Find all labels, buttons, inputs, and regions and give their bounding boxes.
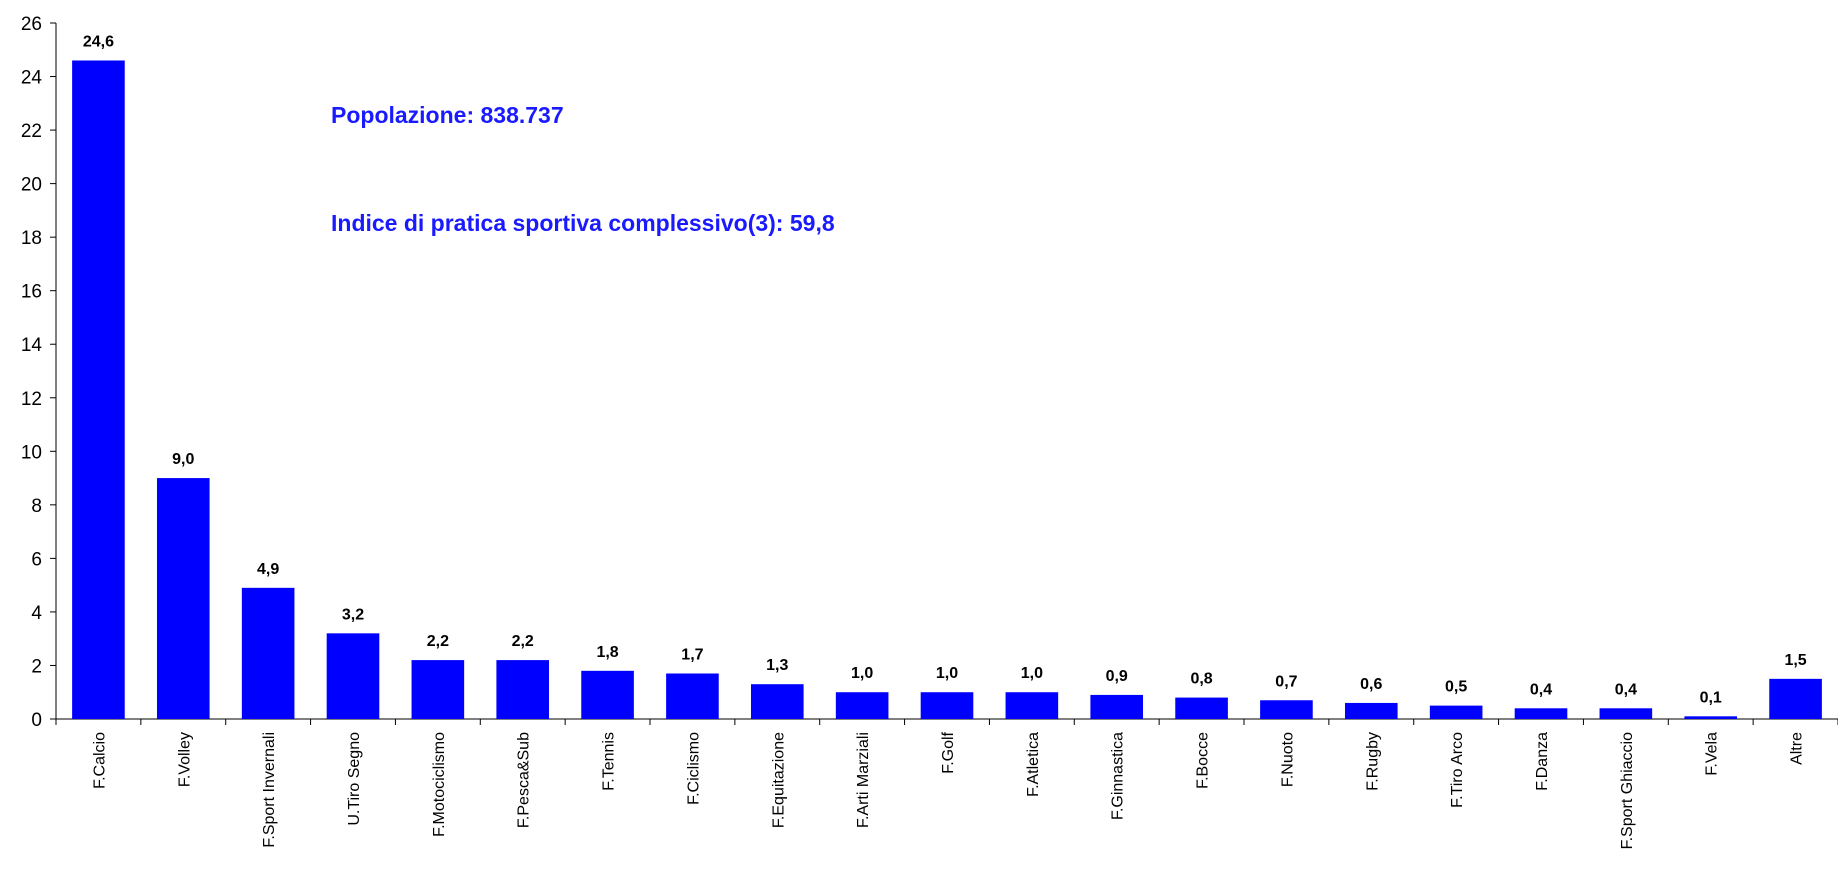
- bar: [920, 692, 974, 719]
- category-label: Altre: [1789, 732, 1806, 765]
- data-label: 0,1: [1700, 689, 1722, 706]
- category-label: F.Sport Invernali: [261, 732, 278, 848]
- bar: [1684, 716, 1738, 719]
- y-tick-label: 2: [31, 656, 42, 677]
- y-tick-label: 24: [21, 68, 43, 89]
- category-label: F.Rugby: [1364, 732, 1381, 791]
- bar: [411, 660, 465, 719]
- category-label: F.Sport Ghiaccio: [1619, 732, 1636, 849]
- data-label: 0,9: [1106, 668, 1128, 685]
- bar: [1599, 708, 1653, 719]
- bar: [1514, 708, 1568, 719]
- data-label: 3,2: [342, 606, 364, 623]
- data-label: 0,4: [1615, 681, 1637, 698]
- category-label: F.Pesca&Sub: [516, 732, 533, 828]
- data-label: 1,0: [936, 665, 958, 682]
- y-tick-label: 10: [21, 442, 42, 463]
- data-label: 2,2: [512, 633, 534, 650]
- data-label: 0,7: [1275, 673, 1297, 690]
- bar: [1769, 678, 1822, 719]
- bar: [1090, 694, 1144, 719]
- bar: [1344, 702, 1398, 719]
- category-label: F.Vela: [1704, 732, 1721, 776]
- category-label: F.Motociclismo: [431, 732, 448, 837]
- data-label: 1,0: [851, 665, 873, 682]
- y-tick-label: 12: [21, 389, 42, 410]
- bar: [1005, 692, 1059, 719]
- data-label: 1,8: [596, 644, 618, 661]
- category-label: F.Atletica: [1025, 732, 1042, 797]
- y-tick-label: 14: [21, 335, 43, 356]
- bar: [581, 670, 634, 719]
- data-label: 1,3: [766, 657, 788, 674]
- data-labels: 24,6 9,0 4,9 3,2 2,2 2,2 1,8 1,7 1,3 1,0 1,0 1,0 0,9…: [83, 33, 1807, 706]
- category-label: F.Nuoto: [1279, 732, 1296, 787]
- bar: [241, 587, 295, 719]
- y-tick-label: 16: [21, 282, 42, 303]
- category-label: F.Tennis: [601, 732, 618, 791]
- y-tick-label: 20: [21, 175, 42, 196]
- y-tick-label: 26: [21, 14, 42, 35]
- bar: [72, 60, 125, 719]
- category-label: F.Danza: [1534, 732, 1551, 791]
- category-label: F.Arti Marziali: [855, 732, 872, 828]
- bar: [326, 633, 380, 719]
- category-labels: F.Calcio F.Volley F.Sport Invernali U.Tiro …: [91, 731, 1805, 849]
- data-label: 9,0: [172, 451, 194, 468]
- y-tick-label: 4: [31, 603, 42, 624]
- category-label: F.Calcio: [91, 732, 108, 789]
- data-label: 0,5: [1445, 679, 1467, 696]
- bar: [1175, 697, 1228, 719]
- bar: [666, 673, 719, 719]
- data-label: 0,6: [1360, 676, 1382, 693]
- y-tick-label: 22: [21, 121, 42, 142]
- x-axis: [55, 718, 1838, 725]
- category-label: F.Tiro Arco: [1449, 732, 1466, 808]
- y-tick-label: 6: [31, 549, 42, 570]
- data-label: 1,0: [1021, 665, 1043, 682]
- category-label: F.Ciclismo: [685, 732, 702, 805]
- population-annotation: Popolazione: 838.737: [331, 102, 564, 128]
- y-tick-label: 0: [31, 710, 42, 731]
- bar: [750, 684, 804, 719]
- y-tick-label: 8: [31, 496, 42, 517]
- bar: [496, 660, 550, 719]
- data-label: 1,5: [1784, 652, 1806, 669]
- data-label: 24,6: [83, 33, 114, 50]
- data-label: 1,7: [681, 646, 703, 663]
- data-label: 2,2: [427, 633, 449, 650]
- bar: [1429, 705, 1483, 719]
- category-label: F.Volley: [176, 732, 193, 787]
- data-label: 0,4: [1530, 681, 1552, 698]
- category-label: F.Equitazione: [770, 732, 787, 828]
- sport-index-annotation: Indice di pratica sportiva complessivo(3…: [331, 210, 835, 236]
- bar: [1260, 700, 1313, 719]
- category-label: F.Ginnastica: [1110, 732, 1127, 820]
- bar: [835, 692, 889, 719]
- category-label: F.Golf: [940, 731, 957, 773]
- category-label: F.Bocce: [1195, 732, 1212, 789]
- data-label: 0,8: [1190, 671, 1212, 688]
- y-tick-label: 18: [21, 228, 42, 249]
- category-label: U.Tiro Segno: [346, 732, 363, 826]
- data-label: 4,9: [257, 561, 279, 578]
- bars: [72, 60, 1822, 719]
- bar: [156, 478, 210, 719]
